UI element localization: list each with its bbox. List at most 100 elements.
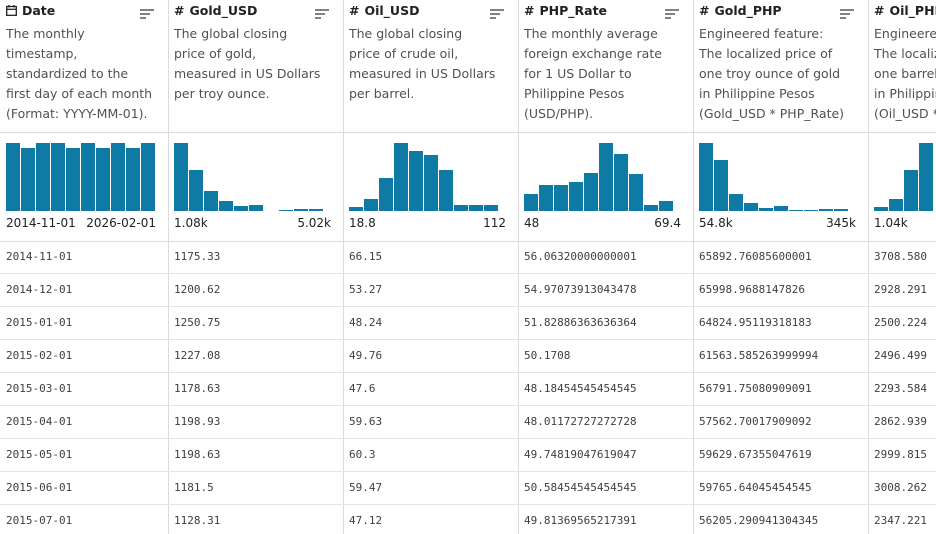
cell: 61563.585263999994 bbox=[699, 349, 819, 362]
row-divider bbox=[0, 273, 168, 274]
column: # Gold_PHP Engineered feature: The localiz… bbox=[693, 0, 869, 534]
type-symbol: # bbox=[349, 3, 360, 18]
cell: 1181.5 bbox=[174, 481, 214, 494]
row-divider bbox=[868, 471, 936, 472]
sort-icon[interactable] bbox=[665, 8, 679, 20]
cell: 48.18454545454545 bbox=[524, 382, 637, 395]
sort-button[interactable] bbox=[490, 5, 504, 27]
row-divider bbox=[868, 339, 936, 340]
histogram-bar bbox=[539, 185, 553, 211]
histogram-bar bbox=[309, 208, 323, 211]
histogram-bar bbox=[919, 143, 933, 211]
cell: 2015-02-01 bbox=[6, 349, 73, 362]
column-name: Oil_USD bbox=[364, 3, 420, 18]
row-divider bbox=[168, 504, 343, 505]
sort-button[interactable] bbox=[140, 5, 154, 27]
histogram-bar bbox=[249, 204, 263, 211]
column: # Oil_PHP Engineered feature: The localize… bbox=[868, 0, 936, 534]
cell: 3708.580 bbox=[874, 250, 927, 263]
row-divider bbox=[518, 471, 693, 472]
histogram-bar bbox=[66, 147, 80, 211]
sort-button[interactable] bbox=[840, 5, 854, 27]
histogram-bar bbox=[51, 143, 65, 211]
cell: 1198.63 bbox=[174, 448, 221, 461]
column-header[interactable]: # Oil_USD bbox=[349, 0, 518, 24]
cell: 56205.290941304345 bbox=[699, 514, 819, 527]
column: # PHP_Rate The monthly average foreign exc… bbox=[518, 0, 694, 534]
range-max: 69.4 bbox=[654, 216, 681, 230]
row-divider bbox=[168, 438, 343, 439]
range-min: 1.04k bbox=[874, 216, 908, 230]
range-max: 112 bbox=[483, 216, 506, 230]
cell: 1175.33 bbox=[174, 250, 221, 263]
sort-button[interactable] bbox=[665, 5, 679, 27]
sort-icon[interactable] bbox=[840, 8, 854, 20]
histogram-bar bbox=[424, 155, 438, 211]
histogram bbox=[343, 132, 518, 242]
histogram-bar bbox=[699, 143, 713, 211]
histogram bbox=[693, 132, 868, 242]
histogram-bar bbox=[349, 206, 363, 211]
row-divider bbox=[0, 306, 168, 307]
column-description: The monthly timestamp, standardized to t… bbox=[6, 26, 153, 121]
row-divider bbox=[0, 372, 168, 373]
cell: 2015-01-01 bbox=[6, 316, 73, 329]
histogram-bar bbox=[629, 174, 643, 211]
cell: 56.06320000000001 bbox=[524, 250, 637, 263]
histogram-bar bbox=[569, 181, 583, 211]
histogram-bar bbox=[36, 143, 50, 211]
cell: 47.6 bbox=[349, 382, 376, 395]
cell: 2014-11-01 bbox=[6, 250, 73, 263]
cell: 49.76 bbox=[349, 349, 383, 362]
histogram-bar bbox=[614, 153, 628, 211]
cell: 2862.939 bbox=[874, 415, 927, 428]
sort-button[interactable] bbox=[315, 5, 329, 27]
cell: 48.24 bbox=[349, 316, 383, 329]
histogram bbox=[168, 132, 343, 242]
histogram-bar bbox=[744, 202, 758, 211]
column-header[interactable]: # Gold_USD bbox=[174, 0, 343, 24]
column-header[interactable]: # Gold_PHP bbox=[699, 0, 868, 24]
cell: 2496.499 bbox=[874, 349, 927, 362]
column-header[interactable]: Date bbox=[6, 0, 168, 24]
row-divider bbox=[518, 339, 693, 340]
row-divider bbox=[693, 405, 868, 406]
histogram-bar bbox=[21, 147, 35, 211]
row-divider bbox=[168, 405, 343, 406]
histogram-bar bbox=[554, 185, 568, 211]
column-header[interactable]: # PHP_Rate bbox=[524, 0, 693, 24]
row-divider bbox=[868, 372, 936, 373]
row-divider bbox=[693, 339, 868, 340]
histogram-bar bbox=[904, 170, 918, 211]
row-divider bbox=[693, 438, 868, 439]
row-divider bbox=[343, 372, 518, 373]
column-description: Engineered feature: The localized price … bbox=[699, 26, 845, 121]
type-symbol: # bbox=[699, 3, 710, 18]
cell: 66.15 bbox=[349, 250, 383, 263]
column-header[interactable]: # Oil_PHP bbox=[874, 0, 936, 24]
row-divider bbox=[518, 273, 693, 274]
histogram-bar bbox=[759, 208, 773, 211]
histogram-bar bbox=[729, 194, 743, 211]
histogram-bar bbox=[294, 208, 308, 211]
histogram-bar bbox=[819, 208, 833, 211]
type-symbol: # bbox=[874, 3, 885, 18]
cell: 65892.76085600001 bbox=[699, 250, 812, 263]
histogram-bar bbox=[111, 143, 125, 211]
histogram bbox=[518, 132, 693, 242]
row-divider bbox=[868, 306, 936, 307]
row-divider bbox=[343, 339, 518, 340]
histogram-bar bbox=[409, 151, 423, 211]
sort-icon[interactable] bbox=[490, 8, 504, 20]
row-divider bbox=[343, 405, 518, 406]
row-divider bbox=[0, 504, 168, 505]
row-divider bbox=[518, 504, 693, 505]
cell: 1128.31 bbox=[174, 514, 221, 527]
histogram-bar bbox=[524, 194, 538, 211]
range-min: 18.8 bbox=[349, 216, 376, 230]
histogram-bar bbox=[394, 143, 408, 211]
sort-icon[interactable] bbox=[140, 8, 154, 20]
row-divider bbox=[693, 471, 868, 472]
cell: 2015-04-01 bbox=[6, 415, 73, 428]
sort-icon[interactable] bbox=[315, 8, 329, 20]
